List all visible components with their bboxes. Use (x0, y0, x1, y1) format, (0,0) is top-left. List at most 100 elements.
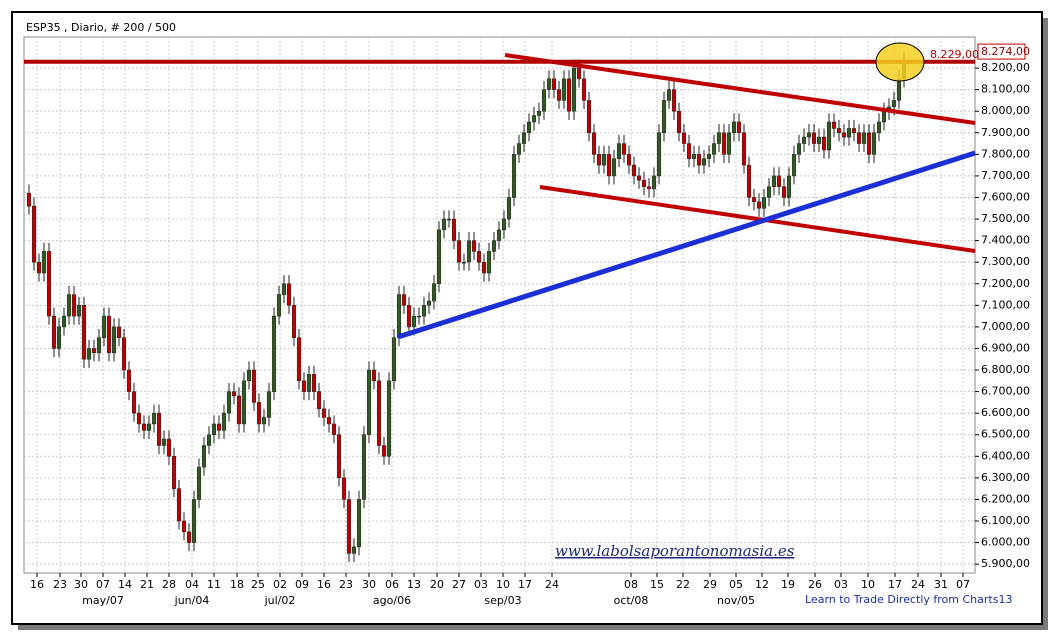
candle-body (801, 136, 807, 144)
candle-body (761, 197, 767, 209)
candle-body (281, 283, 287, 295)
candle-body (606, 154, 612, 177)
candle-body (131, 391, 137, 414)
y-tick-label: 8.100,00 (981, 83, 1030, 96)
candle-body (191, 499, 197, 543)
candle-body (881, 110, 887, 123)
x-tick-label: 20 (430, 578, 444, 591)
candle-body (111, 326, 117, 354)
candle-body (441, 218, 447, 231)
candle-body (316, 391, 322, 410)
candle-body (216, 423, 222, 431)
candle-body (366, 369, 372, 435)
candle-body (51, 315, 57, 349)
candle-body (461, 261, 467, 264)
candle-body (546, 78, 552, 90)
x-tick-label: 29 (703, 578, 717, 591)
candle-body (836, 128, 842, 134)
candle-body (661, 100, 667, 134)
x-tick-label: 10 (861, 578, 875, 591)
y-tick-label: 6.600,00 (981, 406, 1030, 419)
candle-body (491, 240, 497, 252)
candle-body (116, 326, 122, 338)
candle-body (151, 412, 157, 425)
candle-body (406, 305, 412, 328)
month-label: may/07 (82, 594, 124, 607)
x-tick-label: 05 (729, 578, 743, 591)
candle-body (866, 132, 872, 155)
x-tick-label: 17 (888, 578, 902, 591)
candle-body (301, 380, 307, 392)
candle-body (701, 158, 707, 166)
candle-body (271, 315, 277, 392)
x-tick-label: 16 (30, 578, 44, 591)
candle-body (841, 132, 847, 138)
y-tick-label: 8.000,00 (981, 104, 1030, 117)
y-tick-label: 6.800,00 (981, 363, 1030, 376)
y-tick-label: 7.900,00 (981, 126, 1030, 139)
candle-body (711, 143, 717, 155)
x-tick-label: 14 (118, 578, 132, 591)
y-tick-label: 8.200,00 (981, 61, 1030, 74)
candle-body (376, 380, 382, 446)
channel-lower (539, 185, 976, 253)
x-tick-label: 31 (934, 578, 948, 591)
candle-body (196, 466, 202, 500)
candle-body (471, 240, 477, 252)
candle-body (681, 132, 687, 144)
x-tick-label: 28 (162, 578, 176, 591)
x-tick-label: 23 (339, 578, 353, 591)
y-tick-label: 6.500,00 (981, 428, 1030, 441)
x-tick-label: 11 (207, 578, 221, 591)
candle-body (141, 423, 147, 431)
x-tick-label: 10 (496, 578, 510, 591)
candle-body (176, 488, 182, 522)
candle-body (816, 136, 822, 144)
candle-body (741, 132, 747, 166)
candle-body (746, 164, 752, 198)
candle-body (451, 218, 457, 241)
candle-body (766, 186, 772, 198)
candle-body (466, 240, 472, 263)
candle-body (616, 143, 622, 159)
x-tick-label: 17 (518, 578, 532, 591)
month-label: oct/08 (614, 594, 649, 607)
candle-body (261, 417, 267, 425)
candle-body (676, 110, 682, 134)
y-tick-label: 7.200,00 (981, 277, 1030, 290)
candle-body (326, 417, 332, 425)
candle-body (581, 78, 587, 101)
candle-body (291, 305, 297, 338)
candle-body (636, 175, 642, 181)
x-tick-label: 04 (185, 578, 199, 591)
x-tick-label: 12 (755, 578, 769, 591)
candle-body (551, 78, 557, 90)
candle-body (846, 128, 852, 138)
candle-body (311, 374, 317, 392)
y-tick-label: 6.700,00 (981, 385, 1030, 398)
candle-body (346, 499, 352, 554)
candle-body (436, 229, 442, 285)
x-tick-label: 27 (452, 578, 466, 591)
candle-body (56, 326, 62, 349)
candle-body (626, 154, 632, 166)
candle-body (521, 132, 527, 144)
candle-body (561, 78, 567, 101)
candle-body (796, 143, 802, 155)
candle-body (671, 89, 677, 112)
candle-body (571, 67, 577, 112)
candle-body (786, 175, 792, 198)
candle-body (201, 445, 207, 468)
candle-body (341, 477, 347, 500)
candle-body (696, 154, 702, 166)
candle-body (411, 315, 417, 328)
footer: Learn to Trade Directly from Charts13 (805, 593, 1012, 606)
candle-body (446, 218, 452, 221)
candle-body (726, 132, 732, 155)
candle-body (596, 154, 602, 166)
candle-body (181, 520, 187, 533)
candle-body (401, 294, 407, 306)
candle-body (756, 201, 762, 209)
y-tick-label: 7.600,00 (981, 190, 1030, 203)
candle-body (266, 391, 272, 418)
